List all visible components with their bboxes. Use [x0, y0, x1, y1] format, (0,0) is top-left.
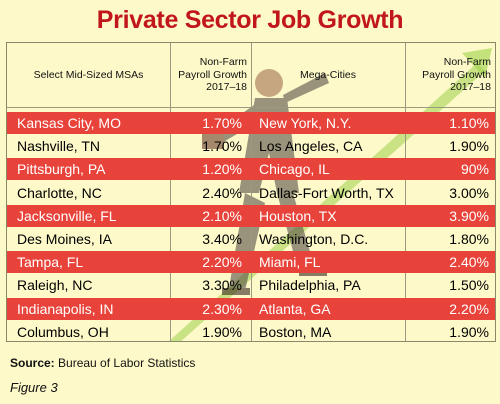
header-mid-sized-msas: Select Mid-Sized MSAs — [33, 69, 144, 81]
table-row: Nashville, TN 1.70% Los Angeles, CA 1.90% — [7, 135, 495, 157]
mid-city-cell: Kansas City, MO — [17, 115, 121, 131]
source-note: Source: Bureau of Labor Statistics — [10, 356, 195, 370]
data-table: Select Mid-Sized MSAs Non-Farm Payroll G… — [6, 42, 496, 342]
mid-growth-cell: 2.40% — [202, 184, 242, 201]
mega-city-cell: New York, N.Y. — [259, 115, 352, 131]
source-label: Source: — [10, 356, 55, 370]
mid-growth-cell: 2.30% — [202, 300, 242, 317]
mid-growth-cell: 1.70% — [202, 138, 242, 155]
mid-growth-cell: 3.30% — [202, 277, 242, 294]
header-divider — [7, 107, 495, 108]
table-row: Raleigh, NC 3.30% Philadelphia, PA 1.50% — [7, 274, 495, 296]
table-row: Jacksonville, FL 2.10% Houston, TX 3.90% — [7, 204, 495, 227]
mid-city-cell: Indianapolis, IN — [17, 300, 114, 317]
column-divider — [405, 43, 406, 341]
mega-growth-cell: 1.80% — [449, 231, 489, 247]
table-row: Charlotte, NC 2.40% Dallas-Fort Worth, TX 3… — [7, 182, 495, 204]
header-line: Payroll Growth — [178, 68, 247, 81]
mid-growth-cell: 1.20% — [202, 161, 242, 178]
table-row: Pittsburgh, PA 1.20% Chicago, IL 90% — [7, 158, 495, 181]
mega-city-cell: Boston, MA — [259, 323, 332, 340]
mega-growth-cell: 1.90% — [449, 138, 489, 155]
header-line: Payroll Growth — [422, 68, 491, 81]
mega-city-cell: Washington, D.C. — [259, 231, 369, 247]
mega-city-cell: Chicago, IL — [259, 161, 330, 178]
mid-city-cell: Tampa, FL — [17, 254, 84, 271]
table-row: Kansas City, MO 1.70% New York, N.Y. 1.10% — [7, 112, 495, 134]
mega-city-cell: Atlanta, GA — [259, 300, 331, 317]
mega-growth-cell: 1.90% — [449, 323, 489, 340]
mid-city-cell: Raleigh, NC — [17, 277, 93, 294]
table-row: Des Moines, IA 3.40% Washington, D.C. 1.80% — [7, 228, 495, 250]
mega-city-cell: Los Angeles, CA — [259, 138, 363, 155]
mid-city-cell: Charlotte, NC — [17, 184, 102, 201]
mid-growth-cell: 1.90% — [202, 323, 242, 340]
mid-city-cell: Pittsburgh, PA — [17, 161, 106, 178]
table-row: Columbus, OH 1.90% Boston, MA 1.90% — [7, 321, 495, 341]
mid-city-cell: Columbus, OH — [17, 323, 109, 340]
mega-growth-cell: 90% — [460, 161, 489, 178]
header-mega-cities: Mega-Cities — [299, 69, 357, 81]
mega-growth-cell: 3.90% — [449, 207, 489, 224]
header-line: 2017–18 — [450, 81, 491, 94]
chart-title: Private Sector Job Growth — [96, 6, 404, 34]
mega-city-cell: Dallas-Fort Worth, TX — [259, 184, 394, 201]
header-line: 2017–18 — [206, 81, 247, 94]
column-divider — [251, 43, 252, 341]
header-left-growth: Non-Farm Payroll Growth 2017–18 — [170, 43, 247, 107]
header-right-growth: Non-Farm Payroll Growth 2017–18 — [405, 43, 491, 107]
figure-label: Figure 3 — [10, 380, 58, 395]
mid-growth-cell: 2.10% — [202, 207, 242, 224]
mid-city-cell: Nashville, TN — [17, 138, 100, 155]
mega-growth-cell: 2.40% — [449, 254, 489, 271]
mid-growth-cell: 2.20% — [202, 254, 242, 271]
mid-growth-cell: 3.40% — [202, 231, 242, 247]
mega-city-cell: Philadelphia, PA — [259, 277, 361, 294]
mega-growth-cell: 1.50% — [449, 277, 489, 294]
mega-growth-cell: 3.00% — [449, 184, 489, 201]
mega-growth-cell: 2.20% — [449, 300, 489, 317]
mid-city-cell: Jacksonville, FL — [17, 207, 117, 224]
column-divider — [170, 43, 171, 341]
mega-growth-cell: 1.10% — [449, 115, 489, 131]
header-line: Non-Farm — [199, 56, 247, 69]
header-line: Non-Farm — [443, 56, 491, 69]
mega-city-cell: Houston, TX — [259, 207, 337, 224]
mega-city-cell: Miami, FL — [259, 254, 321, 271]
table-row: Indianapolis, IN 2.30% Atlanta, GA 2.20% — [7, 297, 495, 320]
table-row: Tampa, FL 2.20% Miami, FL 2.40% — [7, 251, 495, 274]
source-text: Bureau of Labor Statistics — [54, 356, 196, 370]
mid-city-cell: Des Moines, IA — [17, 231, 112, 247]
mid-growth-cell: 1.70% — [202, 115, 242, 131]
